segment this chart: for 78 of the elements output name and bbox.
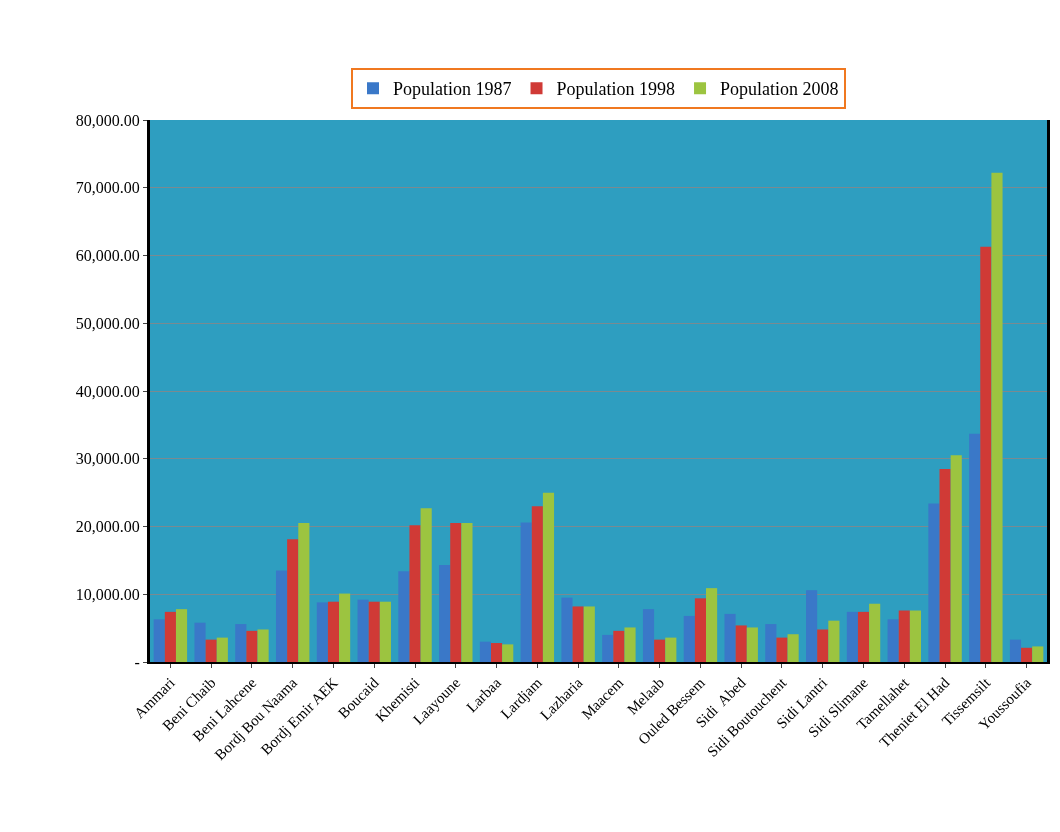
y-tick-label: 20,000.00	[75, 518, 140, 536]
bar	[246, 630, 258, 662]
bar	[980, 246, 992, 662]
bar	[339, 593, 351, 662]
bar	[561, 597, 573, 662]
bar	[357, 599, 369, 662]
bar	[776, 637, 788, 662]
bar	[461, 523, 473, 662]
bar	[502, 644, 514, 662]
bar	[806, 590, 818, 662]
bar	[164, 611, 176, 662]
bar	[969, 433, 981, 662]
bar	[1009, 639, 1022, 662]
bar	[205, 639, 217, 662]
bar	[939, 468, 951, 662]
bar	[583, 606, 595, 662]
bar	[602, 634, 614, 662]
y-tick-label: 10,000.00	[75, 585, 140, 603]
bar	[1032, 646, 1044, 662]
bar	[665, 637, 677, 662]
y-tick-label: 30,000.00	[75, 450, 140, 468]
bar	[724, 613, 736, 662]
bar	[928, 503, 940, 662]
bar	[624, 627, 636, 662]
bar	[298, 523, 310, 662]
bar	[409, 525, 421, 662]
legend-label: Population 1987	[393, 79, 512, 100]
bar	[194, 622, 206, 662]
bar	[316, 602, 328, 662]
y-tick-label: 70,000.00	[75, 179, 140, 197]
bar	[642, 609, 655, 662]
bar	[817, 629, 829, 662]
y-tick-label: 40,000.00	[75, 382, 140, 400]
bar	[706, 588, 718, 662]
legend-label: Population 2008	[720, 79, 839, 100]
bar	[420, 508, 432, 662]
bar	[613, 630, 625, 662]
bar	[654, 639, 666, 662]
y-tick-label: 50,000.00	[75, 314, 140, 332]
legend-label: Population 1998	[556, 79, 676, 100]
bar	[909, 610, 922, 662]
bar	[491, 643, 503, 662]
bar	[275, 570, 288, 662]
bar	[398, 571, 410, 662]
bar	[542, 492, 555, 662]
bar	[439, 565, 451, 662]
bar	[175, 609, 188, 662]
bar	[869, 603, 881, 662]
bar	[846, 611, 858, 662]
bar	[379, 601, 391, 662]
bar	[531, 506, 543, 662]
bar	[450, 523, 462, 662]
bar	[1021, 647, 1033, 662]
bar	[572, 606, 584, 662]
bar	[235, 624, 247, 662]
bar	[857, 611, 870, 662]
y-tick-label: -	[134, 653, 140, 671]
bar	[368, 601, 380, 662]
bar	[683, 615, 695, 662]
bar	[216, 637, 228, 662]
bar	[694, 598, 706, 662]
bar	[828, 620, 840, 662]
bar	[898, 610, 910, 662]
bar	[327, 601, 340, 662]
bar	[520, 522, 532, 662]
bar	[950, 455, 962, 662]
y-tick-label: 80,000.00	[75, 111, 140, 129]
bar	[287, 539, 299, 662]
bar	[746, 627, 758, 662]
bar	[787, 634, 799, 662]
bar	[153, 619, 165, 662]
bar	[765, 624, 777, 662]
bar	[991, 172, 1003, 662]
bar	[479, 641, 491, 662]
bar	[887, 619, 899, 662]
y-tick-label: 60,000.00	[75, 247, 140, 265]
bar	[735, 625, 747, 662]
bar	[257, 629, 269, 662]
